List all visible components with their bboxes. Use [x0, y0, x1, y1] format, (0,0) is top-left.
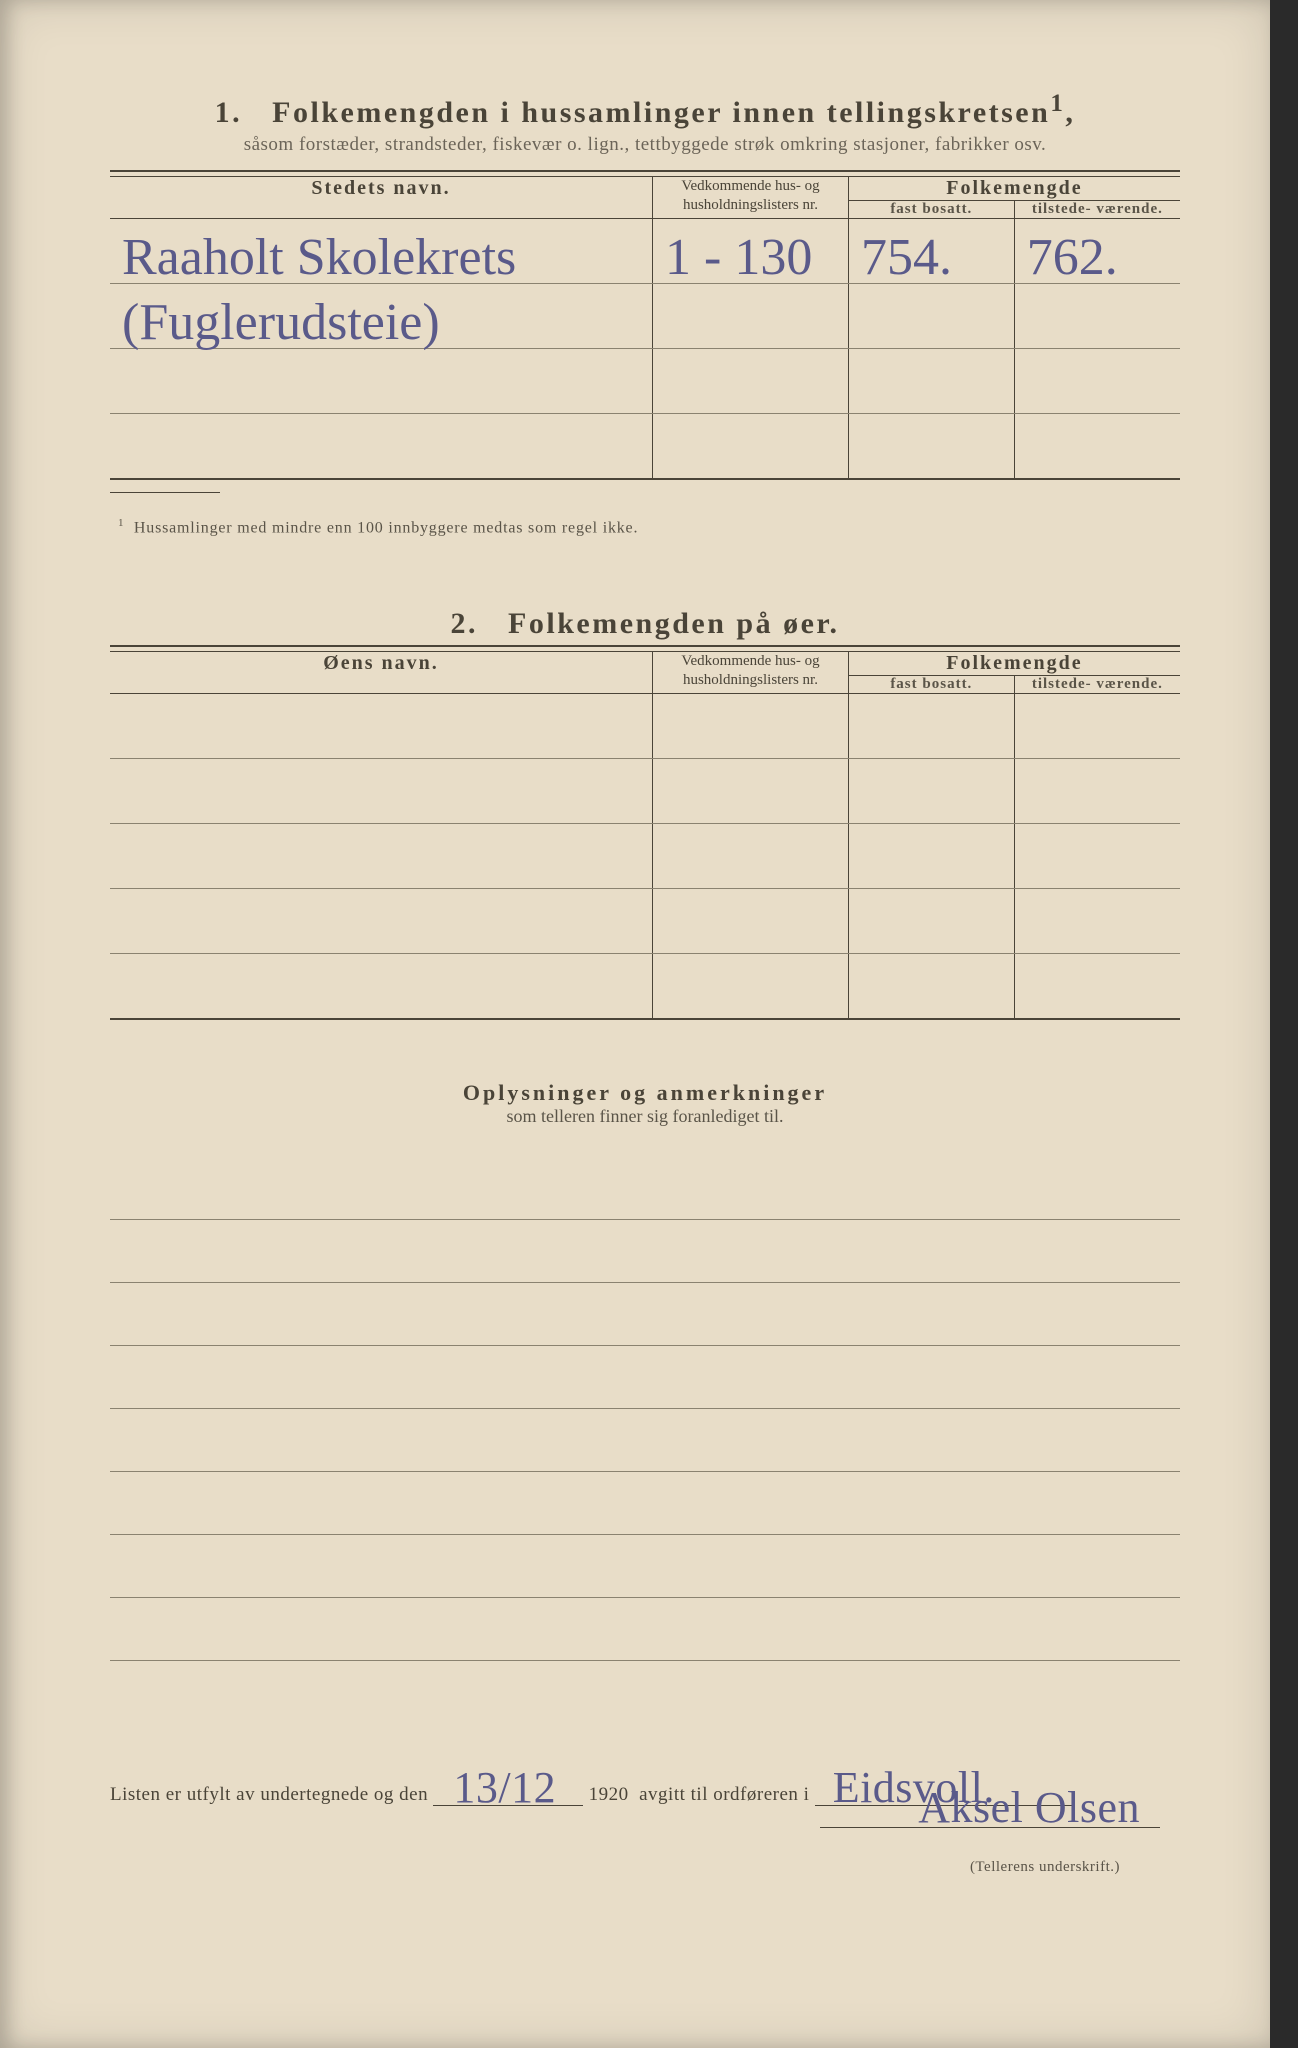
- empty-cell: [1014, 759, 1180, 824]
- cell-tilstede: 762.: [1014, 219, 1180, 284]
- col-oens-navn: Øens navn.: [110, 652, 653, 694]
- closing-line: Listen er utfylt av undertegnede og den …: [110, 1781, 1180, 1806]
- handwritten-value: (Fuglerudsteie): [122, 293, 440, 352]
- cell-lists: [653, 284, 849, 349]
- empty-cell: [110, 824, 653, 889]
- table-row: [110, 889, 1180, 954]
- section1-subtitle: såsom forstæder, strandsteder, fiskevær …: [110, 134, 1180, 156]
- empty-cell: [848, 889, 1014, 954]
- closing-text-b: avgitt til ordføreren i: [639, 1784, 809, 1805]
- table-row: [110, 414, 1180, 479]
- ruled-line: [110, 1220, 1180, 1283]
- col-lists2: Vedkommende hus- og husholdningslisters …: [653, 652, 849, 694]
- cell-name: Raaholt Skolekrets: [110, 219, 653, 284]
- ruled-line: [110, 1472, 1180, 1535]
- rule: [110, 1018, 1180, 1020]
- cell-fast: [848, 284, 1014, 349]
- cell-lists: [653, 414, 849, 479]
- ruled-line: [110, 1535, 1180, 1598]
- footnote-rule: [110, 492, 220, 493]
- table-section1: Stedets navn. Vedkommende hus- og hushol…: [110, 177, 1180, 478]
- section2-number: 2.: [451, 607, 479, 640]
- empty-cell: [110, 694, 653, 759]
- empty-cell: [1014, 694, 1180, 759]
- handwritten-value: 1 - 130: [665, 228, 812, 287]
- empty-cell: [653, 824, 849, 889]
- empty-cell: [653, 889, 849, 954]
- empty-cell: [1014, 824, 1180, 889]
- empty-cell: [1014, 889, 1180, 954]
- cell-tilstede: [1014, 284, 1180, 349]
- closing-text-a: Listen er utfylt av undertegnede og den: [110, 1784, 428, 1805]
- rule: [110, 170, 1180, 177]
- table-row: [110, 349, 1180, 414]
- col-folkemengde: Folkemengde: [848, 177, 1180, 201]
- remarks-lines: [110, 1157, 1180, 1661]
- ruled-line: [110, 1283, 1180, 1346]
- cell-fast: [848, 414, 1014, 479]
- col-tilstede2: tilstede- værende.: [1014, 676, 1180, 694]
- empty-cell: [848, 759, 1014, 824]
- cell-tilstede: [1014, 349, 1180, 414]
- cell-fast: 754.: [848, 219, 1014, 284]
- section2-title-text: Folkemengden på øer.: [508, 607, 839, 640]
- table-row: [110, 694, 1180, 759]
- cell-fast: [848, 349, 1014, 414]
- table-row: [110, 824, 1180, 889]
- section1-number: 1.: [215, 96, 243, 129]
- cell-name: (Fuglerudsteie): [110, 284, 653, 349]
- section2-title: 2. Folkemengden på øer.: [110, 607, 1180, 641]
- closing-year: 1920: [589, 1784, 629, 1805]
- table-row: [110, 759, 1180, 824]
- ruled-line: [110, 1598, 1180, 1661]
- col-stedets-navn: Stedets navn.: [110, 177, 653, 219]
- section1-title: 1. Folkemengden i hussamlinger innen tel…: [110, 90, 1180, 130]
- section1-sup: 1: [1050, 90, 1065, 117]
- empty-cell: [110, 889, 653, 954]
- cell-tilstede: [1014, 414, 1180, 479]
- section1-footnote: 1 Hussamlinger med mindre enn 100 innbyg…: [118, 517, 1180, 537]
- empty-cell: [653, 759, 849, 824]
- handwritten-value: 762.: [1027, 228, 1118, 287]
- col-folkemengde2: Folkemengde: [848, 652, 1180, 676]
- rule: [110, 645, 1180, 652]
- closing-date-hw: 13/12: [453, 1762, 556, 1813]
- empty-cell: [653, 954, 849, 1019]
- section1-title-text: Folkemengden i hussamlinger innen tellin…: [272, 96, 1050, 129]
- handwritten-value: Raaholt Skolekrets: [122, 228, 516, 287]
- table-section2: Øens navn. Vedkommende hus- og husholdni…: [110, 652, 1180, 1018]
- ruled-line: [110, 1409, 1180, 1472]
- cell-lists: 1 - 130: [653, 219, 849, 284]
- handwritten-value: 754.: [861, 228, 952, 287]
- document-page: 1. Folkemengden i hussamlinger innen tel…: [0, 0, 1298, 2048]
- ruled-line: [110, 1346, 1180, 1409]
- rule: [110, 478, 1180, 480]
- col-fast2: fast bosatt.: [848, 676, 1014, 694]
- empty-cell: [848, 694, 1014, 759]
- remarks-title: Oplysninger og anmerkninger: [110, 1080, 1180, 1106]
- remarks-subtitle: som telleren finner sig foranlediget til…: [110, 1106, 1180, 1127]
- empty-cell: [848, 824, 1014, 889]
- empty-cell: [110, 954, 653, 1019]
- cell-name: [110, 414, 653, 479]
- table-row: (Fuglerudsteie): [110, 284, 1180, 349]
- cell-lists: [653, 349, 849, 414]
- table-row: [110, 954, 1180, 1019]
- empty-cell: [848, 954, 1014, 1019]
- footnote-text: Hussamlinger med mindre enn 100 innbygge…: [134, 519, 638, 536]
- closing-signature-hw: Aksel Olsen: [918, 1782, 1140, 1833]
- table-row: Raaholt Skolekrets 1 - 130 754. 762.: [110, 219, 1180, 284]
- col-fast: fast bosatt.: [848, 201, 1014, 219]
- empty-cell: [110, 759, 653, 824]
- empty-cell: [653, 694, 849, 759]
- empty-cell: [1014, 954, 1180, 1019]
- col-tilstede: tilstede- værende.: [1014, 201, 1180, 219]
- col-lists: Vedkommende hus- og husholdningslisters …: [653, 177, 849, 219]
- ruled-line: [110, 1157, 1180, 1220]
- cell-name: [110, 349, 653, 414]
